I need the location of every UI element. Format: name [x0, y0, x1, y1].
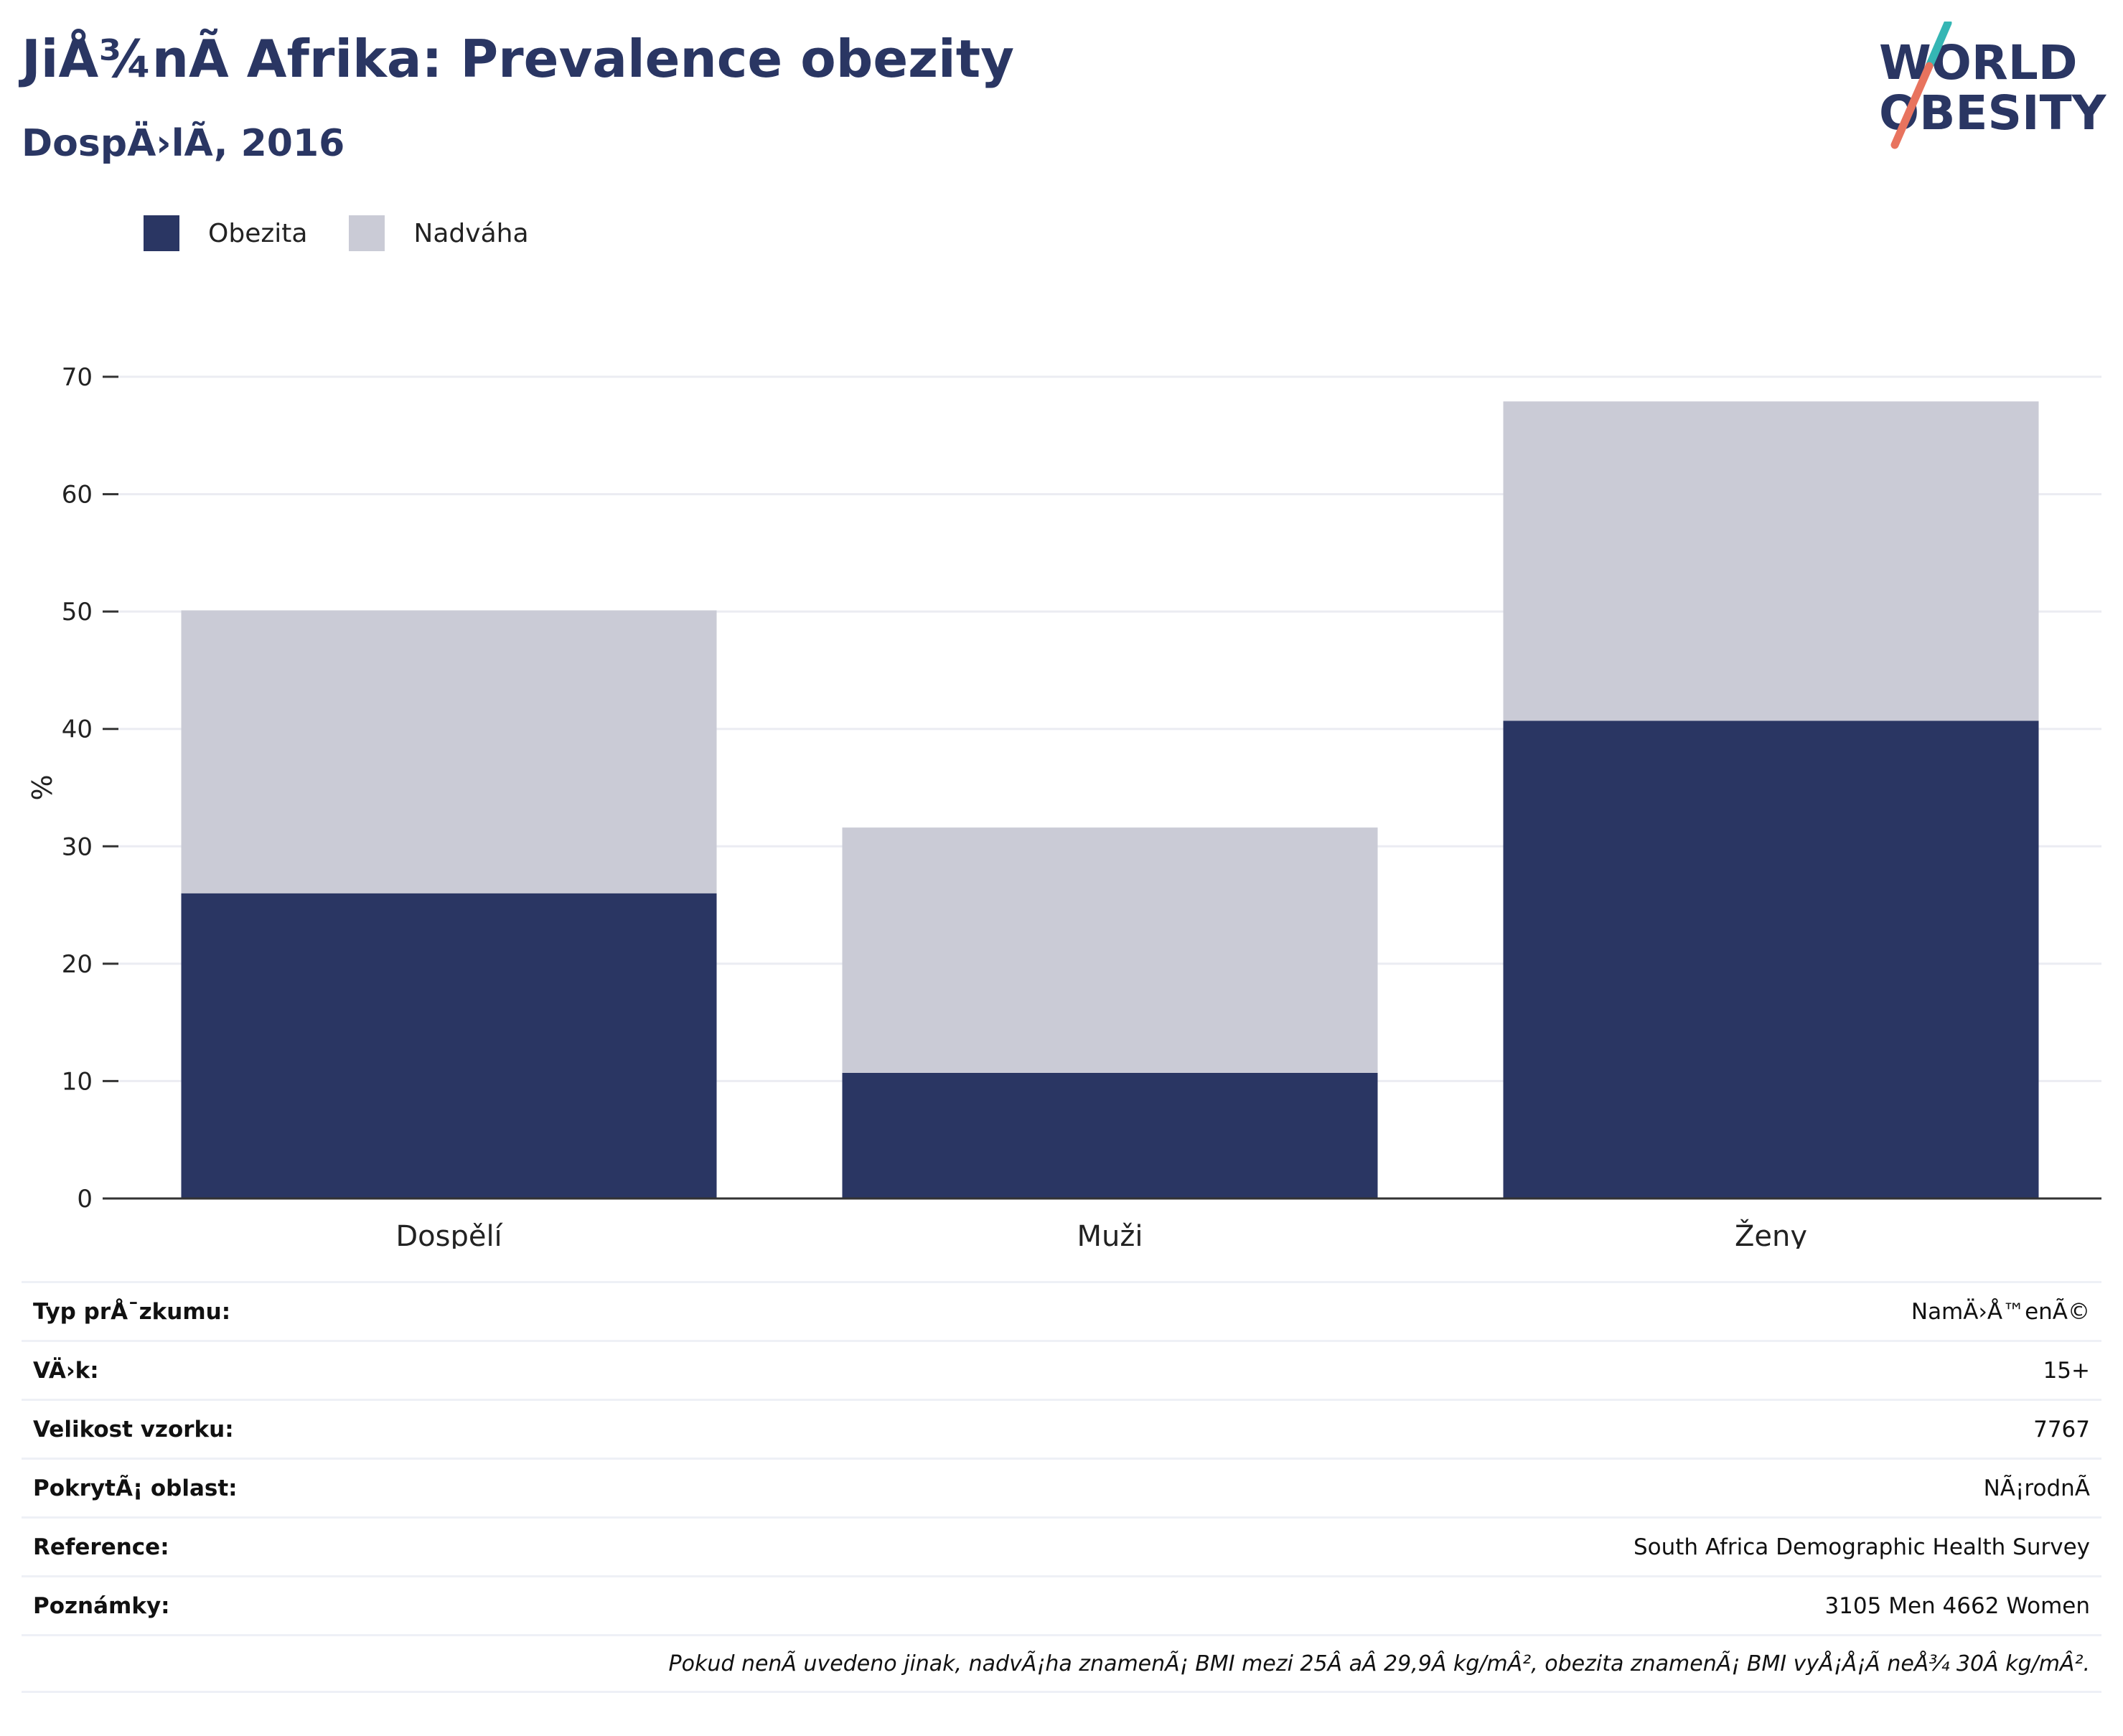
stacked-bar-chart: 0 10 20 30 40 50 60 70% Dospělí Muži Ženy: [27, 363, 2101, 1249]
info-label: Typ prÅ¯zkumu:: [33, 1298, 231, 1325]
bar-overweight: [181, 610, 717, 893]
y-tick-label: 40: [62, 715, 93, 744]
chart-legend: Obezita Nadváha: [144, 212, 571, 255]
info-label: PokrytÃ¡ oblast:: [33, 1475, 238, 1501]
x-tick-label: Dospělí: [395, 1220, 503, 1249]
y-tick-label: 20: [62, 950, 93, 979]
bar-overweight: [842, 827, 1378, 1073]
y-tick-label: 30: [62, 832, 93, 861]
world-obesity-logo: WORLD OBESITY: [1879, 22, 2107, 149]
info-label: Velikost vzorku:: [33, 1416, 234, 1442]
y-tick-label: 0: [77, 1185, 93, 1214]
info-row-reference: Reference: South Africa Demographic Heal…: [22, 1516, 2101, 1575]
chart-subtitle: DospÄ›lÃ, 2016: [22, 122, 345, 165]
legend-label-obesity: Obezita: [208, 218, 308, 248]
info-row-sample-size: Velikost vzorku: 7767: [22, 1399, 2101, 1458]
info-label: VÄ›k:: [33, 1357, 99, 1384]
y-tick-label: 70: [62, 363, 93, 392]
info-value: NamÄ›Å™enÃ©: [1911, 1298, 2090, 1325]
info-label: Reference:: [33, 1534, 169, 1560]
legend-item-overweight[interactable]: Nadváha: [349, 215, 529, 251]
logo-slash-teal-icon: [1925, 22, 1952, 70]
x-tick-label: Muži: [1077, 1220, 1143, 1249]
bar-obesity: [1503, 721, 2039, 1198]
info-row-survey-type: Typ prÅ¯zkumu: NamÄ›Å™enÃ©: [22, 1281, 2101, 1340]
chart-title: JiÅ¾nÃ Afrika: Prevalence obezity: [22, 29, 1015, 89]
info-value: 7767: [2033, 1416, 2090, 1442]
legend-item-obesity[interactable]: Obezita: [144, 215, 307, 251]
logo-text-world: WORLD: [1879, 35, 2078, 90]
bar-obesity: [181, 893, 717, 1198]
info-value: South Africa Demographic Health Survey: [1633, 1534, 2090, 1560]
info-value: 15+: [2043, 1357, 2090, 1384]
legend-swatch-overweight: [349, 215, 385, 251]
y-tick-label: 50: [62, 598, 93, 627]
y-axis-label: %: [27, 774, 58, 800]
info-value: NÃ¡rodnÃ: [1983, 1475, 2090, 1501]
definition-note: Pokud nenÃ uvedeno jinak, nadvÃ¡ha zname…: [22, 1634, 2101, 1693]
bar-obesity: [842, 1072, 1378, 1198]
x-tick-label: Ženy: [1735, 1219, 1807, 1249]
legend-label-overweight: Nadváha: [413, 218, 529, 248]
info-label: Poznámky:: [33, 1592, 170, 1619]
y-tick-label: 60: [62, 481, 93, 510]
survey-info-table: Typ prÅ¯zkumu: NamÄ›Å™enÃ© VÄ›k: 15+ Vel…: [22, 1281, 2101, 1693]
bar-overweight: [1503, 401, 2039, 721]
info-row-age: VÄ›k: 15+: [22, 1340, 2101, 1399]
info-row-area-covered: PokrytÃ¡ oblast: NÃ¡rodnÃ: [22, 1458, 2101, 1516]
logo-slash-coral-icon: [1890, 62, 1934, 149]
legend-swatch-obesity: [144, 215, 179, 251]
y-tick-label: 10: [62, 1067, 93, 1096]
info-value: 3105 Men 4662 Women: [1824, 1592, 2090, 1619]
info-row-notes: Poznámky: 3105 Men 4662 Women: [22, 1575, 2101, 1634]
